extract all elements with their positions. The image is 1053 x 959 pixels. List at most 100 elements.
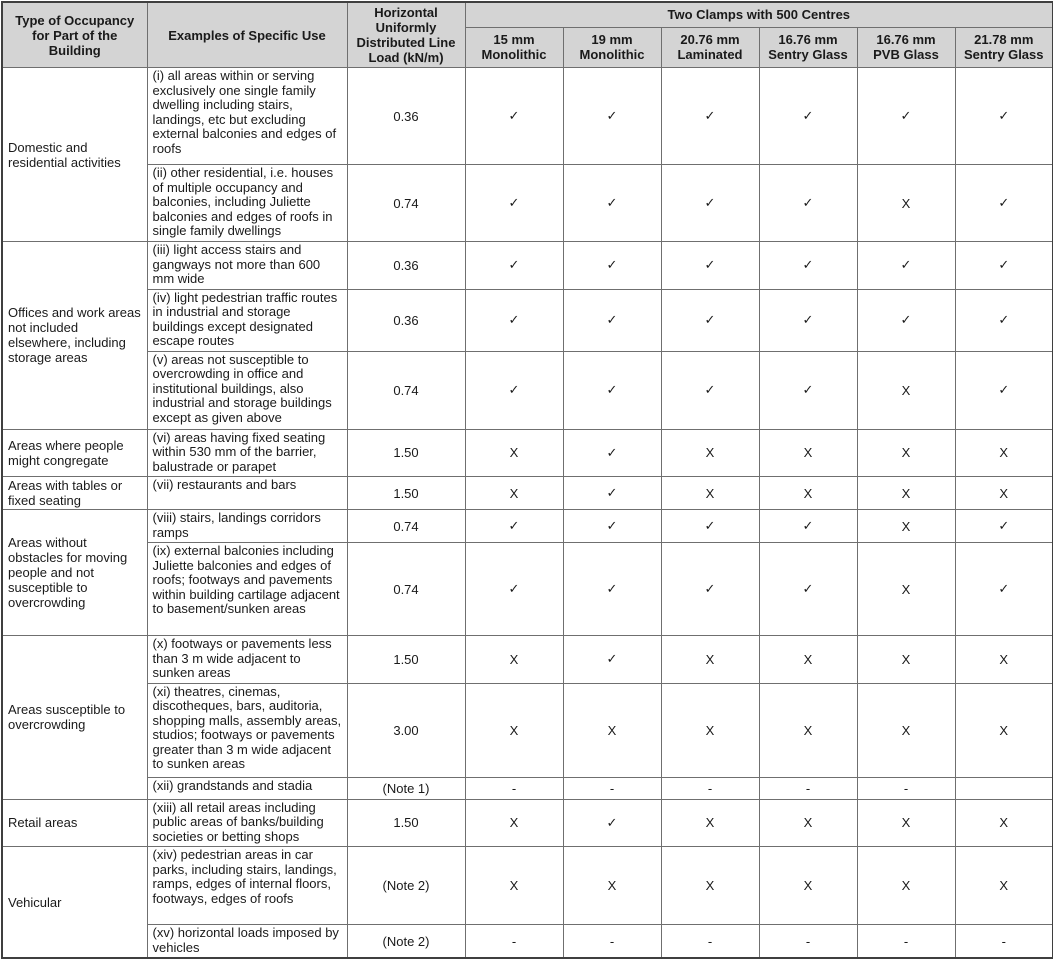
mark-cell: ✓ xyxy=(856,67,956,165)
mark-cell: ✓ xyxy=(562,428,662,477)
mark-cell: ✓ xyxy=(464,67,564,165)
load-cell: 0.74 xyxy=(346,542,466,636)
table-row: (xv) horizontal loads imposed by vehicle… xyxy=(2,924,1053,959)
mark-cell: X xyxy=(464,682,564,778)
mark-cell: X xyxy=(660,635,760,684)
mark-cell: ✓ xyxy=(954,164,1053,242)
mark-cell: ✓ xyxy=(562,798,662,847)
mark-cell: ✓ xyxy=(954,509,1053,543)
mark-cell: X xyxy=(464,798,564,847)
example-cell: (iv) light pedestrian traffic routes in … xyxy=(146,288,348,352)
mark-cell: ✓ xyxy=(562,350,662,430)
mark-cell: ✓ xyxy=(758,542,858,636)
example-cell: (xiv) pedestrian areas in car parks, inc… xyxy=(146,846,348,925)
load-cell: (Note 2) xyxy=(346,924,466,959)
mark-cell: ✓ xyxy=(758,288,858,352)
mark-cell: ✓ xyxy=(562,542,662,636)
example-cell: (vii) restaurants and bars xyxy=(146,476,348,510)
example-cell: (ii) other residential, i.e. houses of m… xyxy=(146,164,348,242)
example-cell: (xi) theatres, cinemas, discotheques, ba… xyxy=(146,682,348,778)
load-cell: 0.74 xyxy=(346,509,466,543)
mark-cell: X xyxy=(758,635,858,684)
occupancy-cell: Areas susceptible to overcrowding xyxy=(1,635,148,800)
mark-cell: - xyxy=(758,924,858,959)
mark-cell: ✓ xyxy=(562,288,662,352)
mark-cell: ✓ xyxy=(758,350,858,430)
mark-cell: ✓ xyxy=(562,67,662,165)
load-cell: 0.36 xyxy=(346,288,466,352)
header-glass-2178mm-sentry: 21.78 mm Sentry Glass xyxy=(954,26,1053,69)
table-row: (xii) grandstands and stadia (Note 1) - … xyxy=(2,776,1053,800)
mark-cell: X xyxy=(758,846,858,925)
table-row: Retail areas (xiii) all retail areas inc… xyxy=(1,798,1053,847)
mark-cell: ✓ xyxy=(954,288,1053,352)
load-cell: 0.36 xyxy=(346,67,466,165)
table-row: (ix) external balconies including Juliet… xyxy=(2,542,1053,636)
mark-cell: ✓ xyxy=(758,241,858,290)
mark-cell: X xyxy=(464,476,564,510)
mark-cell: ✓ xyxy=(464,288,564,352)
mark-cell: - xyxy=(856,776,956,800)
mark-cell: X xyxy=(856,164,956,242)
example-cell: (viii) stairs, landings corridors ramps xyxy=(146,509,348,543)
example-cell: (iii) light access stairs and gangways n… xyxy=(146,241,348,290)
mark-cell: ✓ xyxy=(954,350,1053,430)
load-cell: 1.50 xyxy=(346,798,466,847)
occupancy-cell: Domestic and residential activities xyxy=(1,67,148,242)
occupancy-cell: Areas without obstacles for moving peopl… xyxy=(1,509,148,636)
mark-cell: ✓ xyxy=(562,241,662,290)
mark-cell: X xyxy=(954,846,1053,925)
header-examples: Examples of Specific Use xyxy=(146,1,348,68)
occupancy-cell: Areas with tables or fixed seating xyxy=(1,476,148,510)
mark-cell: ✓ xyxy=(660,241,760,290)
mark-cell: X xyxy=(856,350,956,430)
mark-cell: ✓ xyxy=(464,509,564,543)
mark-cell: ✓ xyxy=(954,67,1053,165)
mark-cell: X xyxy=(562,682,662,778)
occupancy-cell: Retail areas xyxy=(1,798,148,847)
mark-cell: - xyxy=(954,924,1053,959)
mark-cell: ✓ xyxy=(464,542,564,636)
mark-cell: X xyxy=(660,682,760,778)
table-row: Areas without obstacles for moving peopl… xyxy=(1,509,1053,636)
table-header: Type of Occupancy for Part of the Buildi… xyxy=(1,1,1053,69)
mark-cell: ✓ xyxy=(562,476,662,510)
mark-cell: ✓ xyxy=(562,509,662,543)
table-row: Areas where people might congregate (vi)… xyxy=(1,428,1053,477)
header-glass-2076mm-laminated: 20.76 mm Laminated xyxy=(660,26,760,69)
mark-cell: X xyxy=(856,846,956,925)
mark-cell: X xyxy=(954,476,1053,510)
mark-cell xyxy=(954,776,1053,800)
example-cell: (x) footways or pavements less than 3 m … xyxy=(146,635,348,684)
table-row: (xi) theatres, cinemas, discotheques, ba… xyxy=(2,682,1053,778)
table-row: Offices and work areas not included else… xyxy=(1,241,1053,430)
header-glass-1676mm-sentry: 16.76 mm Sentry Glass xyxy=(758,26,858,69)
table-row: (ii) other residential, i.e. houses of m… xyxy=(2,164,1053,242)
mark-cell: X xyxy=(856,428,956,477)
example-cell: (xiii) all retail areas including public… xyxy=(146,798,348,847)
load-cell: 1.50 xyxy=(346,428,466,477)
mark-cell: - xyxy=(660,776,760,800)
mark-cell: X xyxy=(856,798,956,847)
mark-cell: X xyxy=(954,428,1053,477)
mark-cell: ✓ xyxy=(660,542,760,636)
mark-cell: - xyxy=(660,924,760,959)
occupancy-cell: Vehicular xyxy=(1,846,148,959)
mark-cell: - xyxy=(758,776,858,800)
table-row: (v) areas not susceptible to overcrowdin… xyxy=(2,350,1053,430)
mark-cell: X xyxy=(464,846,564,925)
table-row: Areas susceptible to overcrowding (x) fo… xyxy=(1,635,1053,800)
table-row: (iv) light pedestrian traffic routes in … xyxy=(2,288,1053,352)
mark-cell: ✓ xyxy=(954,542,1053,636)
example-cell: (xv) horizontal loads imposed by vehicle… xyxy=(146,924,348,959)
mark-cell: X xyxy=(464,428,564,477)
mark-cell: ✓ xyxy=(758,67,858,165)
mark-cell: X xyxy=(856,635,956,684)
table-body: Domestic and residential activities (i) … xyxy=(1,67,1053,959)
mark-cell: X xyxy=(954,682,1053,778)
header-glass-15mm-monolithic: 15 mm Monolithic xyxy=(464,26,564,69)
mark-cell: ✓ xyxy=(758,164,858,242)
mark-cell: X xyxy=(856,476,956,510)
